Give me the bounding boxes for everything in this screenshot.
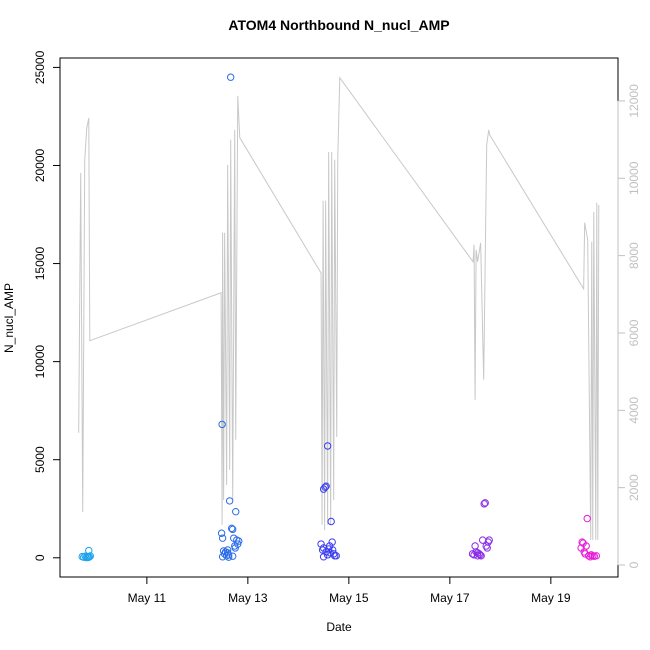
x-tick-label: May 11 [128,591,167,605]
point [223,546,232,554]
x-tick-label: May 17 [430,591,470,605]
point [227,524,236,533]
point [229,552,237,560]
point [592,552,600,560]
point [328,546,337,554]
point [327,517,335,526]
y2-tick-label: 6000 [627,319,641,346]
y-tick-label: 0 [33,554,47,561]
point [85,546,93,555]
y-axis-label: N_nucl_AMP [2,283,16,353]
point [321,483,329,491]
point [231,544,239,552]
point [485,536,493,544]
point [232,507,240,516]
point [86,552,94,560]
y-tick-label: 5000 [33,446,47,473]
point [332,552,340,560]
point [225,497,234,505]
x-tick-label: May 15 [329,591,369,605]
point [475,550,483,558]
y-tick-label: 20000 [33,148,47,182]
point [480,500,488,508]
point [473,549,482,557]
point [323,442,332,450]
y-tick-label: 10000 [33,345,47,379]
point [582,542,590,550]
y2-tick-label: 4000 [627,397,641,424]
point [328,538,336,546]
point [217,529,226,537]
point [224,553,233,561]
point [322,482,330,490]
point [218,420,226,429]
point [319,553,328,561]
y-tick-label: 25000 [33,50,47,84]
y2-tick-label: 10000 [627,161,641,195]
point [218,534,227,542]
point [583,514,591,523]
x-tick-label: May 19 [531,591,571,605]
y-tick-label: 15000 [33,247,47,281]
y2-tick-label: 0 [627,561,641,568]
point [226,73,235,81]
y2-tick-label: 2000 [627,474,641,501]
point [578,538,586,546]
point [229,525,237,534]
y2-tick-label: 12000 [627,84,641,118]
x-axis-label: Date [326,620,352,634]
y2-tick-label: 8000 [627,242,641,269]
point [481,499,489,507]
point [235,537,243,545]
chart-title: ATOM4 Northbound N_nucl_AMP [228,17,449,33]
x-tick-label: May 13 [228,591,268,605]
